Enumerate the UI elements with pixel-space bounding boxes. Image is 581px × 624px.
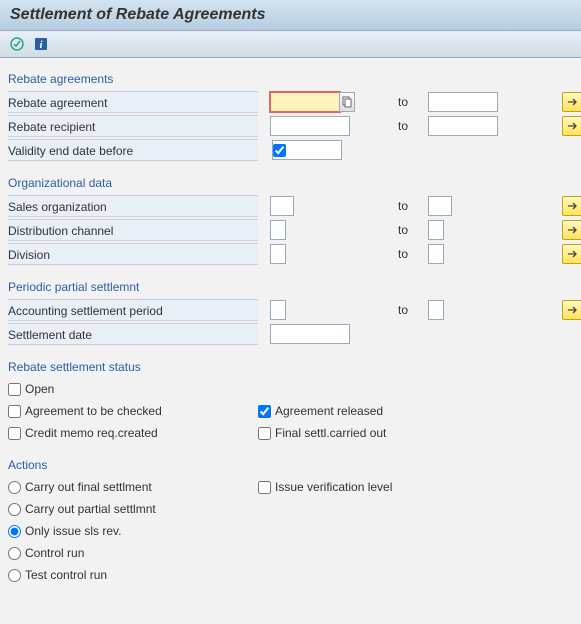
- execute-icon[interactable]: [8, 35, 26, 53]
- label-credit-memo: Credit memo req.created: [25, 426, 158, 440]
- multi-select-button[interactable]: [562, 196, 581, 216]
- dist-channel-from-input[interactable]: [270, 220, 286, 240]
- credit-memo-checkbox[interactable]: [8, 427, 21, 440]
- sales-org-to-input[interactable]: [428, 196, 452, 216]
- label-to-check: Agreement to be checked: [25, 404, 162, 418]
- row-action-sls-rev: Only issue sls rev.: [8, 520, 573, 542]
- title-bar: Settlement of Rebate Agreements: [0, 0, 581, 31]
- rebate-agreement-from-input[interactable]: [270, 92, 340, 112]
- info-icon[interactable]: i: [32, 35, 50, 53]
- label-settlement-date: Settlement date: [8, 323, 258, 345]
- rebate-recipient-from-input[interactable]: [270, 116, 350, 136]
- label-partial: Carry out partial settlmnt: [25, 502, 156, 516]
- to-label: to: [398, 223, 408, 237]
- division-from-input[interactable]: [270, 244, 286, 264]
- row-rebate-agreement: Rebate agreement to: [8, 90, 573, 114]
- row-action-test: Test control run: [8, 564, 573, 586]
- multi-select-button[interactable]: [562, 92, 581, 112]
- rebate-recipient-to-input[interactable]: [428, 116, 498, 136]
- page-title: Settlement of Rebate Agreements: [10, 6, 265, 23]
- multi-select-button[interactable]: [562, 116, 581, 136]
- open-checkbox[interactable]: [8, 383, 21, 396]
- row-dist-channel: Distribution channel to: [8, 218, 573, 242]
- label-sales-org: Sales organization: [8, 195, 258, 217]
- sales-org-from-input[interactable]: [270, 196, 294, 216]
- label-rebate-agreement: Rebate agreement: [8, 91, 258, 113]
- row-acct-period: Accounting settlement period to: [8, 298, 573, 322]
- row-division: Division to: [8, 242, 573, 266]
- label-test: Test control run: [25, 568, 107, 582]
- settlement-date-input[interactable]: [270, 324, 350, 344]
- row-sales-org: Sales organization to: [8, 194, 573, 218]
- rebate-agreement-to-input[interactable]: [428, 92, 498, 112]
- label-control: Control run: [25, 546, 84, 560]
- row-settlement-date: Settlement date: [8, 322, 573, 346]
- content-area: Rebate agreements Rebate agreement to Re…: [0, 58, 581, 596]
- division-to-input[interactable]: [428, 244, 444, 264]
- acct-period-to-input[interactable]: [428, 300, 444, 320]
- label-issue-ver: Issue verification level: [275, 480, 392, 494]
- sls-rev-radio[interactable]: [8, 525, 21, 538]
- row-rebate-recipient: Rebate recipient to: [8, 114, 573, 138]
- row-action-partial: Carry out partial settlmnt: [8, 498, 573, 520]
- to-label: to: [398, 199, 408, 213]
- section-status: Rebate settlement status: [8, 360, 573, 374]
- label-open: Open: [25, 382, 54, 396]
- multi-select-button[interactable]: [562, 220, 581, 240]
- section-org-data: Organizational data: [8, 176, 573, 190]
- toolbar: i: [0, 31, 581, 58]
- issue-verification-checkbox[interactable]: [258, 481, 271, 494]
- label-sls-rev: Only issue sls rev.: [25, 524, 121, 538]
- section-rebate-agreements: Rebate agreements: [8, 72, 573, 86]
- acct-period-from-input[interactable]: [270, 300, 286, 320]
- f4-help-icon[interactable]: [339, 92, 355, 112]
- section-periodic: Periodic partial settlemnt: [8, 280, 573, 294]
- to-label: to: [398, 95, 408, 109]
- row-action-control: Control run: [8, 542, 573, 564]
- final-carried-checkbox[interactable]: [258, 427, 271, 440]
- row-status-credit-final: Credit memo req.created Final settl.carr…: [8, 422, 573, 444]
- row-action-final: Carry out final settlment Issue verifica…: [8, 476, 573, 498]
- test-control-radio[interactable]: [8, 569, 21, 582]
- label-division: Division: [8, 243, 258, 265]
- row-validity-date: Validity end date before: [8, 138, 573, 162]
- to-label: to: [398, 247, 408, 261]
- partial-settlement-radio[interactable]: [8, 503, 21, 516]
- to-check-checkbox[interactable]: [8, 405, 21, 418]
- multi-select-button[interactable]: [562, 300, 581, 320]
- control-run-radio[interactable]: [8, 547, 21, 560]
- label-dist-channel: Distribution channel: [8, 219, 258, 241]
- multi-select-button[interactable]: [562, 244, 581, 264]
- row-status-check-released: Agreement to be checked Agreement releas…: [8, 400, 573, 422]
- label-released: Agreement released: [275, 404, 383, 418]
- validity-checkbox[interactable]: [273, 144, 286, 157]
- section-actions: Actions: [8, 458, 573, 472]
- label-acct-period: Accounting settlement period: [8, 299, 258, 321]
- final-settlement-radio[interactable]: [8, 481, 21, 494]
- dist-channel-to-input[interactable]: [428, 220, 444, 240]
- to-label: to: [398, 303, 408, 317]
- label-rebate-recipient: Rebate recipient: [8, 115, 258, 137]
- label-validity-date: Validity end date before: [8, 139, 258, 161]
- label-final: Carry out final settlment: [25, 480, 152, 494]
- released-checkbox[interactable]: [258, 405, 271, 418]
- label-final-carried: Final settl.carried out: [275, 426, 386, 440]
- row-status-open: Open: [8, 378, 573, 400]
- to-label: to: [398, 119, 408, 133]
